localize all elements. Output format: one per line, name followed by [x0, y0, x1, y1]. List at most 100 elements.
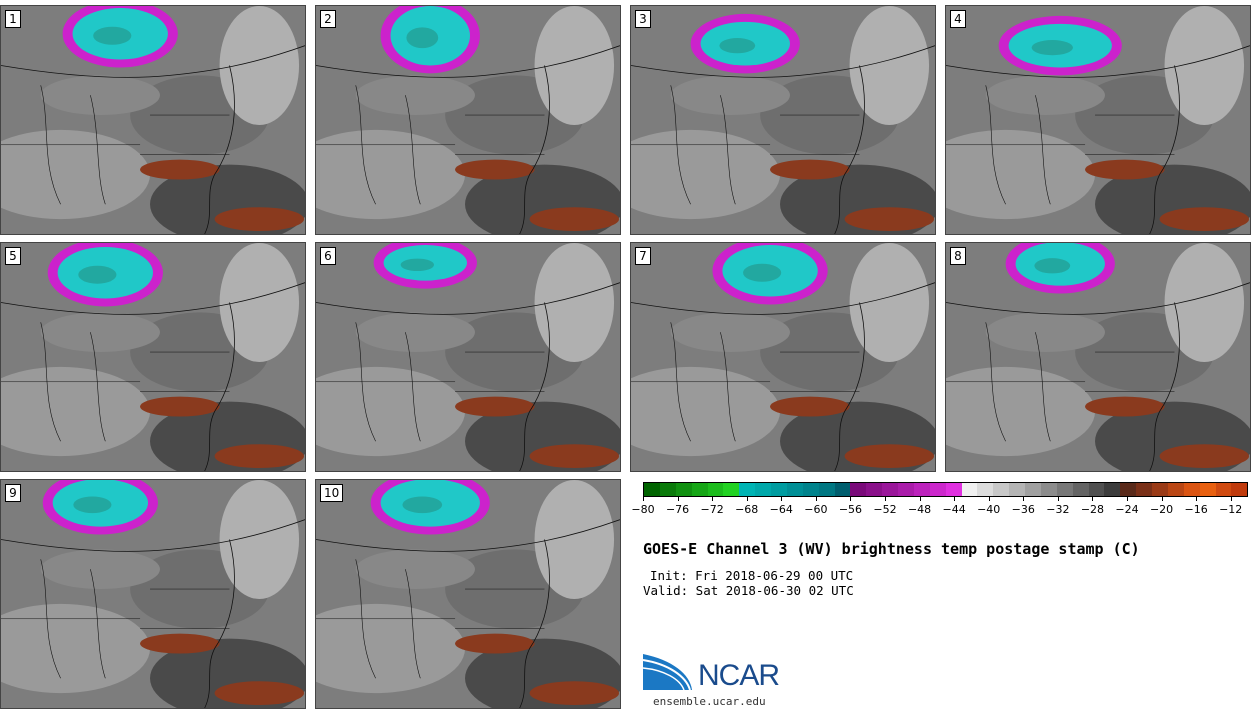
colorbar-tick — [677, 497, 679, 501]
colorbar-cell — [1215, 483, 1232, 496]
colorbar-cell — [755, 483, 771, 496]
panel-number-4: 4 — [950, 10, 966, 28]
colorbar-cell — [771, 483, 787, 496]
wv-map-6 — [316, 243, 620, 471]
colorbar — [643, 482, 1248, 497]
colorbar-cell — [786, 483, 803, 496]
colorbar-tick-label: −44 — [942, 503, 966, 516]
stamp-panel-10[interactable]: 10 — [315, 479, 621, 709]
colorbar-tick-label: −24 — [1115, 503, 1139, 516]
colorbar-cell — [1120, 483, 1137, 496]
colorbar-tick-label: −64 — [769, 503, 793, 516]
colorbar-cell — [707, 483, 724, 496]
colorbar-cell — [866, 483, 883, 496]
panel-number-9: 9 — [5, 484, 21, 502]
colorbar-tick-label: −32 — [1046, 503, 1070, 516]
colorbar-tick-label: −28 — [1080, 503, 1105, 516]
init-time: Init: Fri 2018-06-29 00 UTC — [650, 568, 854, 583]
colorbar-cell — [1183, 483, 1200, 496]
valid-time: Valid: Sat 2018-06-30 02 UTC — [643, 583, 854, 598]
stamp-panel-6[interactable]: 6 — [315, 242, 621, 472]
wv-map-3 — [631, 6, 935, 234]
colorbar-tick-label: −68 — [735, 503, 759, 516]
panel-number-2: 2 — [320, 10, 336, 28]
colorbar-cell — [1056, 483, 1073, 496]
panel-number-5: 5 — [5, 247, 21, 265]
panel-number-1: 1 — [5, 10, 21, 28]
wv-map-10 — [316, 480, 620, 708]
colorbar-tick-label: −60 — [804, 503, 828, 516]
colorbar-cell — [1231, 483, 1248, 496]
colorbar-cell — [1152, 483, 1168, 496]
figure-title: GOES-E Channel 3 (WV) brightness temp po… — [643, 540, 1140, 558]
colorbar-tick — [712, 497, 714, 501]
colorbar-tick-label: −48 — [907, 503, 932, 516]
stamp-panel-5[interactable]: 5 — [0, 242, 306, 472]
colorbar-cell — [977, 483, 994, 496]
stamp-panel-8[interactable]: 8 — [945, 242, 1251, 472]
colorbar-tick-label: −52 — [873, 503, 897, 516]
colorbar-cell — [993, 483, 1010, 496]
colorbar-tick — [1161, 497, 1163, 501]
colorbar-tick — [643, 497, 644, 501]
colorbar-tick-label: −16 — [1184, 503, 1208, 516]
colorbar-tick — [781, 497, 783, 501]
colorbar-cell — [898, 483, 914, 496]
colorbar-tick — [1057, 497, 1059, 501]
colorbar-cell — [1199, 483, 1216, 496]
panel-number-8: 8 — [950, 247, 966, 265]
colorbar-cell — [1009, 483, 1025, 496]
colorbar-tick — [1196, 497, 1198, 501]
colorbar-tick — [988, 497, 990, 501]
colorbar-cell — [929, 483, 946, 496]
ncar-logo-icon — [642, 654, 692, 691]
colorbar-cell — [1088, 483, 1105, 496]
panel-number-3: 3 — [635, 10, 651, 28]
colorbar-tick — [746, 497, 748, 501]
colorbar-tick — [1127, 497, 1128, 501]
colorbar-tick-label: −40 — [977, 503, 1001, 516]
colorbar-tick-label: −56 — [838, 503, 863, 516]
wv-map-8 — [946, 243, 1250, 471]
panel-number-7: 7 — [635, 247, 651, 265]
colorbar-tick-label: −12 — [1219, 503, 1243, 516]
stamp-panel-1[interactable]: 1 — [0, 5, 306, 235]
panel-number-10: 10 — [320, 484, 344, 502]
colorbar-cell — [1104, 483, 1121, 496]
colorbar-tick — [1023, 497, 1025, 501]
colorbar-tick-label: −20 — [1149, 503, 1174, 516]
colorbar-tick — [1230, 497, 1232, 501]
colorbar-tick — [850, 497, 852, 501]
colorbar-tick-label: −80 — [631, 503, 655, 516]
stamp-panel-3[interactable]: 3 — [630, 5, 936, 235]
colorbar-ticks: −80 −76 −72 −68 −64 −60 −56 −52 −48 −44 −40 −36 −32−… — [631, 497, 1248, 521]
colorbar-cell — [945, 483, 962, 496]
colorbar-cell — [675, 483, 692, 496]
wv-map-9 — [1, 480, 305, 708]
panel-number-6: 6 — [320, 247, 336, 265]
wv-map-4 — [946, 6, 1250, 234]
stamp-panel-2[interactable]: 2 — [315, 5, 621, 235]
wv-map-2 — [316, 6, 620, 234]
colorbar-tick-label: −76 — [665, 503, 690, 516]
colorbar-cell — [913, 483, 930, 496]
colorbar-cell — [802, 483, 819, 496]
colorbar-cell — [644, 483, 660, 496]
colorbar-tick — [815, 497, 817, 501]
colorbar-cell — [723, 483, 740, 496]
colorbar-cell — [818, 483, 835, 496]
colorbar-tick-label: −36 — [1011, 503, 1035, 516]
colorbar-cell — [659, 483, 676, 496]
colorbar-cell — [1025, 483, 1041, 496]
colorbar-tick — [885, 497, 886, 501]
colorbar-cell — [882, 483, 898, 496]
colorbar-cell — [691, 483, 708, 496]
stamp-panel-9[interactable]: 9 — [0, 479, 306, 709]
colorbar-tick — [1092, 497, 1094, 501]
ncar-url-link[interactable]: ensemble.ucar.edu — [653, 695, 766, 708]
wv-map-7 — [631, 243, 935, 471]
colorbar-tick — [954, 497, 956, 501]
stamp-panel-4[interactable]: 4 — [945, 5, 1251, 235]
colorbar-cell — [739, 483, 756, 496]
stamp-panel-7[interactable]: 7 — [630, 242, 936, 472]
